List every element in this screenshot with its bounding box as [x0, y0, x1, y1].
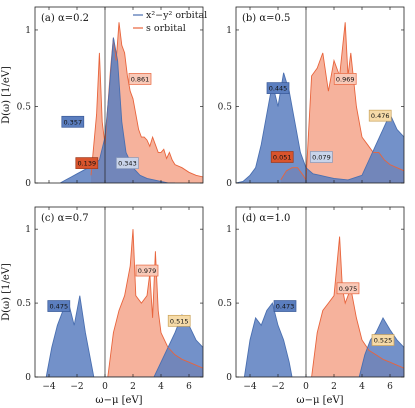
- x-tick-label: 2: [331, 382, 337, 392]
- value-label: 0.343: [118, 160, 137, 168]
- panel-title: (d) α=1.0: [242, 213, 290, 224]
- y-tick-label: 0.5: [17, 299, 32, 309]
- value-label: 0.969: [336, 75, 355, 83]
- value-label-box: [266, 82, 290, 94]
- legend-label: x²−y² orbital: [146, 10, 207, 21]
- legend: x²−y² orbital s orbital: [133, 10, 207, 34]
- value-label-box: [368, 109, 392, 122]
- value-label-box: [167, 314, 191, 327]
- x-tick-label: −2: [70, 382, 83, 392]
- value-label-box: [75, 157, 99, 169]
- series-s-line: [280, 22, 404, 182]
- x-tick-label: −4: [42, 382, 56, 392]
- value-label-box: [371, 334, 395, 346]
- axes-frame: [34, 6, 204, 184]
- value-label: 0.139: [77, 160, 96, 168]
- value-label-box: [128, 73, 152, 85]
- x-tick-label: −4: [243, 382, 257, 392]
- plot-area-d: [243, 236, 404, 377]
- value-label: 0.445: [269, 85, 288, 93]
- axes-frame: [235, 6, 405, 184]
- panel-title: (b) α=0.5: [242, 13, 290, 24]
- y-tick-label: 0.5: [17, 102, 32, 112]
- series-s-line: [107, 229, 203, 377]
- panel-b: 0 0.5 1 (b) α=0.5 0.445 0.051 0.079 0.969 0.476: [218, 6, 405, 189]
- value-label-box: [273, 300, 297, 312]
- y-tick-label: 0: [226, 179, 232, 189]
- value-label-box: [47, 300, 71, 312]
- series-x2y2-line: [243, 302, 404, 377]
- value-label: 0.473: [276, 303, 295, 311]
- value-label: 0.515: [170, 317, 189, 325]
- axes-frame: [34, 206, 204, 378]
- y-tick-label: 1: [25, 26, 31, 36]
- value-label-box: [310, 151, 333, 163]
- plot-area-c: [45, 229, 203, 377]
- series-x2y2-line: [59, 37, 175, 183]
- x-axis-label: ω−μ [eV]: [296, 395, 343, 406]
- y-tick-label: 0.5: [218, 299, 233, 309]
- y-tick-label: 0.5: [218, 102, 233, 112]
- y-tick-label: 1: [226, 225, 232, 235]
- x-tick-label: −2: [271, 382, 284, 392]
- panel-a: 0 0.5 1 (a) α=0.2 D(ω) [1/eV] 0.357 0.139 0.343…: [1, 6, 207, 189]
- value-label: 0.979: [138, 267, 157, 275]
- series-x2y2-area: [60, 37, 176, 183]
- value-label: 0.475: [49, 303, 68, 311]
- panel-d: −4 −2 0 2 4 6 0 0.5 1 (d) α=1.0 ω−μ [eV] 0.473 0.975…: [218, 206, 405, 406]
- value-label-box: [270, 151, 294, 163]
- value-label-box: [333, 73, 357, 85]
- value-label: 0.357: [63, 118, 82, 126]
- panel-c: −4 −2 0 2 4 6 0 0.5 1 (c) α=0.7 D(ω) [1/eV] ω−μ [eV…: [1, 206, 204, 406]
- value-label: 0.079: [312, 153, 331, 161]
- y-axis-label: D(ω) [1/eV]: [1, 66, 12, 124]
- x-tick-label: 0: [303, 382, 309, 392]
- value-label-box: [135, 264, 159, 277]
- x-tick-label: 4: [359, 382, 365, 392]
- x-tick-label: 0: [102, 382, 108, 392]
- value-label-box: [336, 282, 360, 295]
- x-tick-label: 6: [186, 382, 192, 392]
- y-tick-label: 1: [226, 26, 232, 36]
- y-tick-label: 0: [226, 373, 232, 383]
- value-label: 0.861: [131, 75, 150, 83]
- value-label: 0.975: [339, 285, 358, 293]
- value-label-box: [61, 115, 85, 128]
- x-tick-label: 2: [130, 382, 136, 392]
- y-tick-label: 0: [25, 179, 31, 189]
- value-label: 0.051: [273, 153, 292, 161]
- series-s-area: [280, 22, 404, 183]
- y-tick-label: 0: [25, 373, 31, 383]
- panel-title: (a) α=0.2: [41, 13, 89, 24]
- legend-label: s orbital: [146, 23, 186, 34]
- x-tick-label: 6: [387, 382, 393, 392]
- series-s-area: [107, 229, 203, 377]
- series-s-area: [311, 236, 404, 377]
- plot-area-a: [59, 22, 203, 183]
- x-axis-label: ω−μ [eV]: [95, 395, 142, 406]
- axes-frame: [235, 206, 405, 378]
- y-tick-label: 1: [25, 225, 31, 235]
- value-label: 0.476: [371, 112, 390, 120]
- y-axis-label: D(ω) [1/eV]: [1, 263, 12, 321]
- value-label: 0.525: [374, 337, 393, 345]
- panel-title: (c) α=0.7: [41, 213, 89, 224]
- x-tick-label: 4: [158, 382, 164, 392]
- value-label-box: [116, 157, 139, 169]
